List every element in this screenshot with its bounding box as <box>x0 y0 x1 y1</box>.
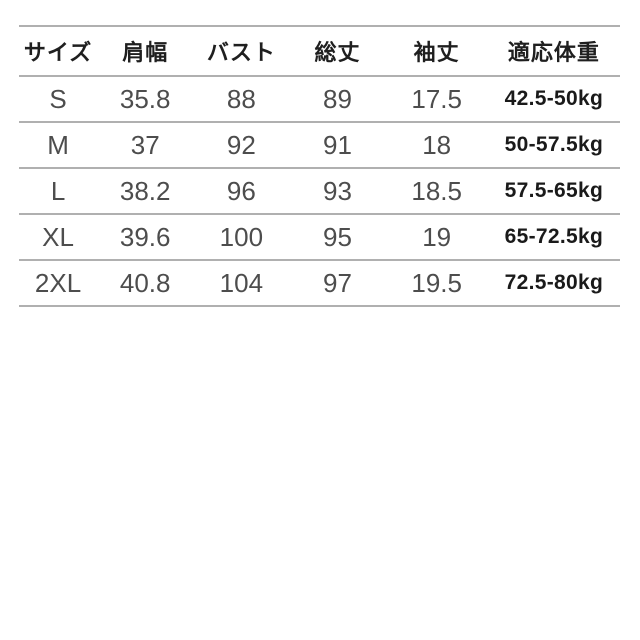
cell-shoulder: 39.6 <box>119 221 171 252</box>
table-row-s: S 35.8 88 89 17.5 42.5-50kg <box>19 76 620 122</box>
cell-sleeve: 17.5 <box>411 83 462 114</box>
header-row: サイズ 肩幅 バスト 総丈 袖丈 適応体重 <box>19 26 620 76</box>
cell-bust: 100 <box>219 221 264 252</box>
cell-sleeve: 18 <box>422 129 452 160</box>
cell-size: S <box>49 83 67 114</box>
header-cell-bust: バスト <box>206 40 276 65</box>
cell-weight: 42.5-50kg <box>504 87 604 110</box>
cell-length: 91 <box>323 129 352 160</box>
table-row-2xl: 2XL 40.8 104 97 19.5 72.5-80kg <box>19 260 620 306</box>
cell-size: 2XL <box>34 267 82 298</box>
header-cell-size: サイズ <box>23 40 93 65</box>
cell-shoulder: 38.2 <box>119 175 171 206</box>
cell-bust: 104 <box>219 267 264 298</box>
cell-bust: 92 <box>226 129 256 160</box>
cell-size: L <box>50 175 66 206</box>
cell-length: 97 <box>323 267 352 298</box>
table-row-xl: XL 39.6 100 95 19 65-72.5kg <box>19 214 620 260</box>
cell-size: M <box>47 129 69 160</box>
cell-length: 89 <box>323 83 352 114</box>
header-cell-sleeve: 袖丈 <box>413 40 460 65</box>
cell-bust: 88 <box>226 83 256 114</box>
header-cell-shoulder: 肩幅 <box>122 40 169 65</box>
cell-length: 93 <box>323 175 352 206</box>
size-chart: サイズ 肩幅 バスト 総丈 袖丈 適応体重 S 35.8 88 89 17.5 … <box>19 25 620 307</box>
cell-bust: 96 <box>226 175 256 206</box>
cell-size: XL <box>42 221 74 252</box>
table-row-m: M 37 92 91 18 50-57.5kg <box>19 122 620 168</box>
cell-shoulder: 35.8 <box>119 83 171 114</box>
size-chart-table: サイズ 肩幅 バスト 総丈 袖丈 適応体重 S 35.8 88 89 17.5 … <box>19 25 620 307</box>
cell-length: 95 <box>323 221 352 252</box>
header-cell-length: 総丈 <box>314 40 361 65</box>
cell-weight: 72.5-80kg <box>504 271 604 294</box>
cell-weight: 65-72.5kg <box>504 225 604 248</box>
cell-weight: 50-57.5kg <box>504 133 604 156</box>
cell-shoulder: 40.8 <box>119 267 171 298</box>
table-row-l: L 38.2 96 93 18.5 57.5-65kg <box>19 168 620 214</box>
cell-sleeve: 19 <box>422 221 452 252</box>
header-cell-weight: 適応体重 <box>507 40 600 65</box>
cell-sleeve: 19.5 <box>411 267 462 298</box>
cell-shoulder: 37 <box>130 129 160 160</box>
cell-sleeve: 18.5 <box>411 175 462 206</box>
cell-weight: 57.5-65kg <box>504 179 604 202</box>
